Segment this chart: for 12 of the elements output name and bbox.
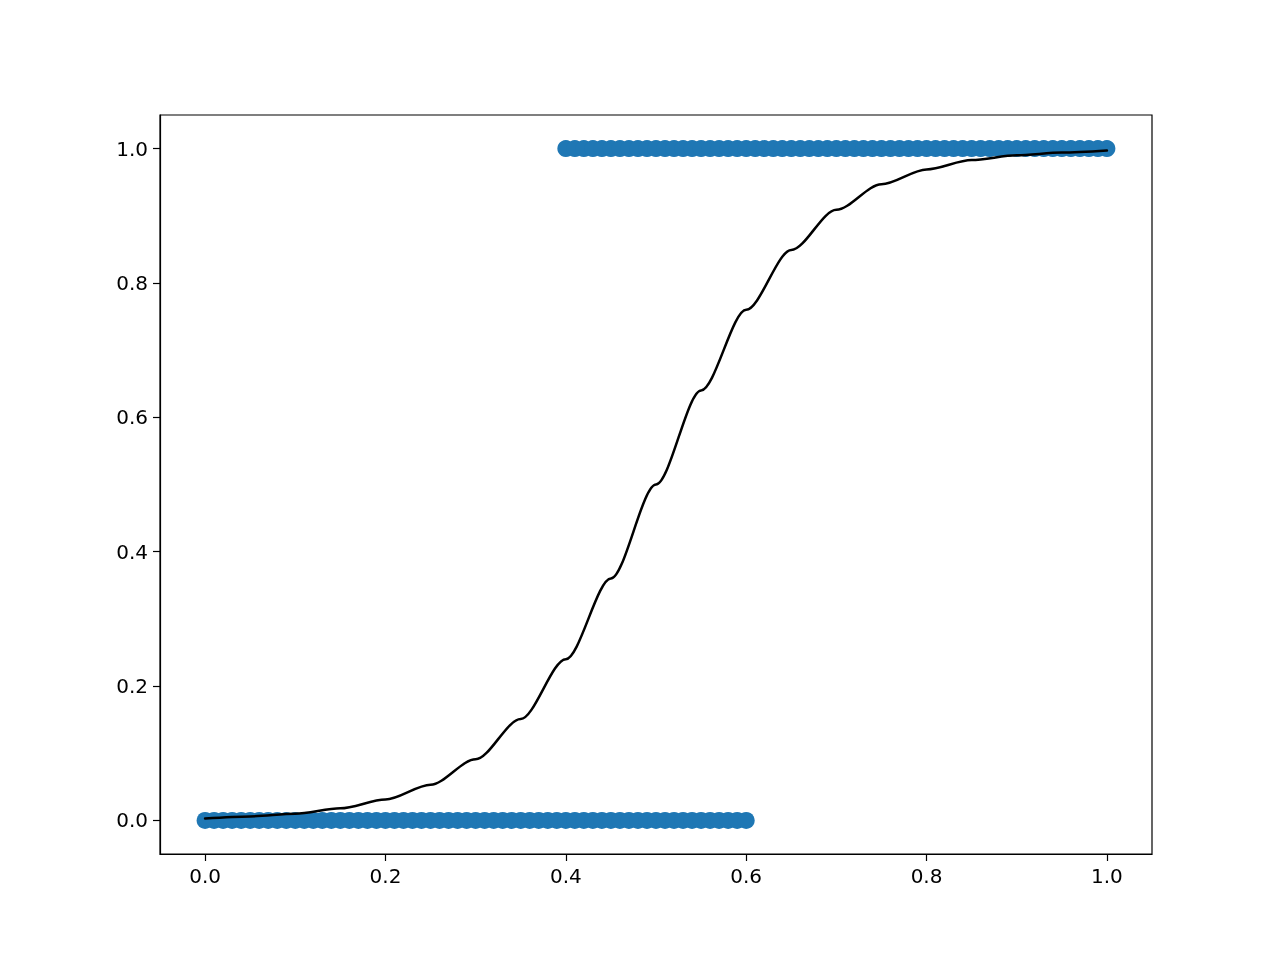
y-tick-label: 1.0 bbox=[116, 136, 148, 161]
y-tick-label: 0.4 bbox=[116, 539, 148, 564]
y-tick-label: 0.2 bbox=[116, 674, 148, 699]
x-tick-label: 0.4 bbox=[549, 864, 582, 888]
x-tick-label: 1.0 bbox=[1091, 864, 1123, 888]
y-tick-label: 0.6 bbox=[116, 405, 148, 430]
x-tick-label: 0.6 bbox=[730, 864, 763, 888]
x-tick-label: 0.0 bbox=[189, 864, 221, 888]
y-tick-label: 0.8 bbox=[116, 270, 148, 295]
x-tick-label: 0.2 bbox=[369, 864, 402, 888]
y-tick-label: 0.0 bbox=[116, 808, 148, 833]
x-tick-label: 0.8 bbox=[910, 864, 943, 888]
